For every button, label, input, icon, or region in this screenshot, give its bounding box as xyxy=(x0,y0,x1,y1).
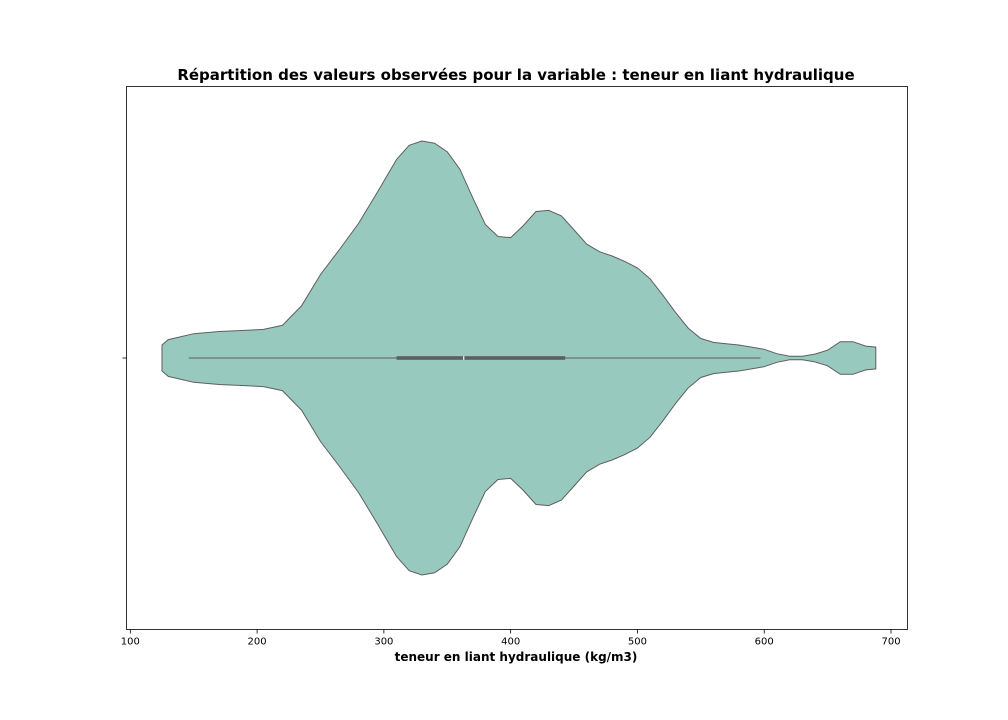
x-tick-label: 600 xyxy=(755,637,774,648)
x-axis-label: teneur en liant hydraulique (kg/m3) xyxy=(395,650,638,664)
x-tick-label: 100 xyxy=(121,637,140,648)
x-tick-label: 500 xyxy=(628,637,647,648)
x-tick-label: 700 xyxy=(881,637,900,648)
x-tick-label: 200 xyxy=(248,637,267,648)
x-tick-label: 400 xyxy=(501,637,520,648)
chart-title: Répartition des valeurs observées pour l… xyxy=(177,66,854,84)
interquartile-box xyxy=(396,356,566,360)
x-axis: 100 200 300 400 500 600 700 xyxy=(121,629,901,648)
x-tick-label: 300 xyxy=(374,637,393,648)
box-plot xyxy=(188,356,761,360)
